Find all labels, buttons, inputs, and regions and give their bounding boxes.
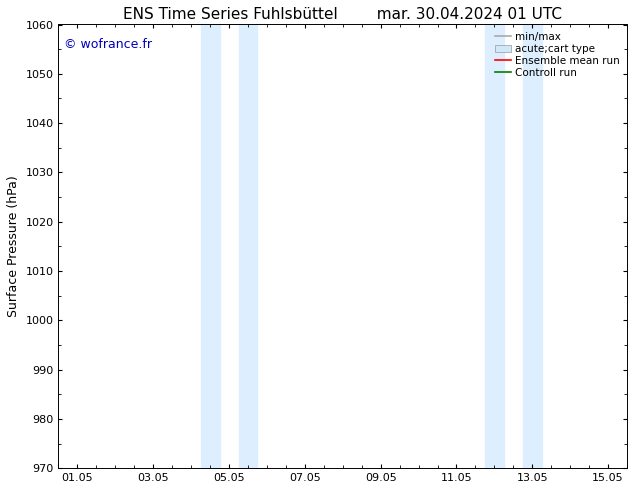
Bar	[523, 24, 542, 468]
Legend: min/max, acute;cart type, Ensemble mean run, Controll run: min/max, acute;cart type, Ensemble mean …	[493, 30, 622, 80]
Y-axis label: Surface Pressure (hPa): Surface Pressure (hPa)	[7, 175, 20, 317]
Text: © wofrance.fr: © wofrance.fr	[64, 38, 152, 51]
Bar	[238, 24, 257, 468]
Bar	[200, 24, 219, 468]
Bar	[485, 24, 504, 468]
Title: ENS Time Series Fuhlsbüttel        mar. 30.04.2024 01 UTC: ENS Time Series Fuhlsbüttel mar. 30.04.2…	[123, 7, 562, 22]
